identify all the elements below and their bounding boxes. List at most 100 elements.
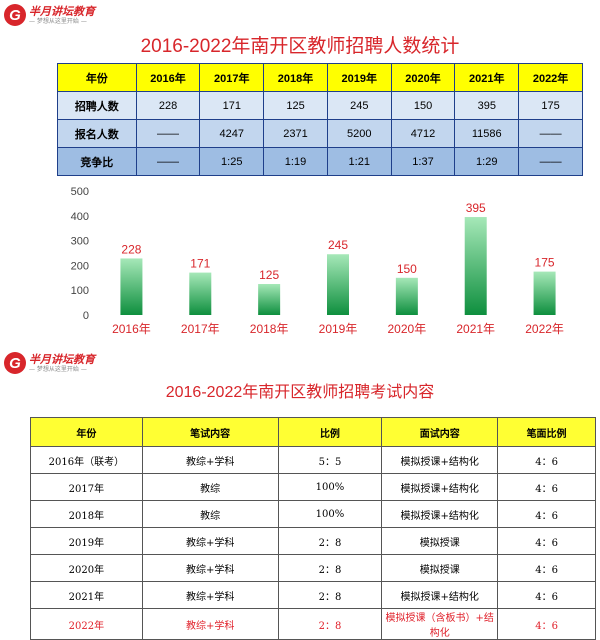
recruitment-stats-table: 年份 2016年 2017年 2018年 2019年 2020年 2021年 2… (57, 63, 583, 176)
table-row: 报名人数 —— 4247 2371 5200 4712 11586 —— (57, 119, 583, 148)
table-cell: 150 (390, 91, 456, 120)
table-cell: 2：8 (277, 554, 383, 582)
brand-logo: G 半月讲坛教育 — 梦想从这里开始 — (4, 352, 95, 374)
bar (464, 217, 487, 315)
table-cell: 教综+学科 (141, 527, 279, 555)
page-title: 2016-2022年南开区教师招聘人数统计 (140, 36, 460, 57)
bar-data-label: 125 (259, 268, 279, 282)
x-tick-label: 2022年 (525, 322, 564, 336)
table-cell: 228 (135, 91, 201, 120)
table-row: 招聘人数 228 171 125 245 150 395 175 (57, 91, 583, 120)
table-cell: 2371 (263, 119, 328, 148)
row-label: 报名人数 (57, 119, 137, 148)
logo-name: 半月讲坛教育 (29, 352, 95, 366)
table-cell: 4712 (390, 119, 456, 148)
bar (395, 277, 418, 315)
table-cell: —— (518, 147, 583, 176)
y-tick-label: 500 (71, 186, 89, 198)
bar-data-label: 175 (535, 256, 555, 270)
header-cell: 2021年 (454, 63, 520, 92)
section-title: 2016-2022年南开区教师招聘考试内容 (165, 384, 435, 401)
header-cell: 2018年 (263, 63, 328, 92)
header-cell: 笔面比例 (497, 417, 596, 447)
table-cell: 100% (277, 473, 383, 501)
table-cell: 模拟授课 (381, 527, 499, 555)
y-tick-label: 300 (71, 236, 89, 248)
table-row: 2018年 教综 100% 模拟授课+结构化 4：6 (30, 500, 596, 528)
table-cell: 175 (518, 91, 583, 120)
table-cell: 模拟授课+结构化 (381, 473, 499, 501)
table-cell: 5200 (326, 119, 392, 148)
table-row: 2021年 教综+学科 2：8 模拟授课+结构化 4：6 (30, 581, 596, 609)
table-header-row: 年份 2016年 2017年 2018年 2019年 2020年 2021年 2… (57, 63, 583, 92)
y-tick-label: 400 (71, 211, 89, 223)
table-cell: 1:25 (199, 147, 265, 176)
bar (258, 284, 281, 315)
y-tick-label: 100 (71, 285, 89, 297)
table-cell: 2：8 (277, 608, 383, 640)
table-cell: 245 (326, 91, 392, 120)
logo-name: 半月讲坛教育 (29, 4, 95, 18)
table-cell: 教综+学科 (141, 581, 279, 609)
header-cell: 年份 (57, 63, 137, 92)
header-cell: 2020年 (390, 63, 456, 92)
table-cell: 2020年 (30, 554, 143, 582)
logo-mark-icon: G (4, 4, 26, 26)
header-cell: 比例 (277, 417, 383, 447)
bar (189, 272, 212, 315)
table-cell: 模拟授课+结构化 (381, 446, 499, 474)
logo-slogan: — 梦想从这里开始 — (29, 17, 87, 25)
table-cell: 11586 (454, 119, 520, 148)
table-cell: 2017年 (30, 473, 143, 501)
table-cell: 1:37 (390, 147, 456, 176)
table-cell: 模拟授课 (381, 554, 499, 582)
x-tick-label: 2019年 (319, 322, 358, 336)
table-cell: 2019年 (30, 527, 143, 555)
y-tick-label: 200 (71, 260, 89, 272)
header-cell: 年份 (30, 417, 143, 447)
table-cell: 4247 (199, 119, 265, 148)
table-cell: 4：6 (497, 581, 596, 609)
table-row: 2019年 教综+学科 2：8 模拟授课 4：6 (30, 527, 596, 555)
table-row: 2020年 教综+学科 2：8 模拟授课 4：6 (30, 554, 596, 582)
table-cell: —— (135, 147, 201, 176)
table-cell: 1:29 (454, 147, 520, 176)
table-cell: 2021年 (30, 581, 143, 609)
table-cell: 1:21 (326, 147, 392, 176)
bar-data-label: 171 (190, 257, 210, 271)
table-row-highlighted: 2022年 教综+学科 2：8 模拟授课（含板书）+结构化 4：6 (30, 608, 596, 640)
bar (533, 271, 556, 315)
table-cell: 2：8 (277, 527, 383, 555)
row-label: 竞争比 (57, 147, 137, 176)
header-cell: 2017年 (199, 63, 265, 92)
table-cell: 2022年 (30, 608, 143, 640)
bar (120, 258, 143, 315)
table-cell: 教综 (141, 473, 279, 501)
table-cell: —— (135, 119, 201, 148)
table-cell: 395 (454, 91, 520, 120)
table-header-row: 年份 笔试内容 比例 面试内容 笔面比例 (30, 417, 596, 447)
table-cell: 4：6 (497, 608, 596, 640)
table-cell: 4：6 (497, 473, 596, 501)
x-tick-label: 2021年 (456, 322, 495, 336)
bar-data-label: 150 (397, 262, 417, 276)
table-cell: 171 (199, 91, 265, 120)
x-tick-label: 2018年 (250, 322, 289, 336)
table-cell: 教综 (141, 500, 279, 528)
row-label: 招聘人数 (57, 91, 137, 120)
table-cell: 5：5 (277, 446, 383, 474)
header-cell: 2019年 (326, 63, 392, 92)
exam-content-table: 年份 笔试内容 比例 面试内容 笔面比例 2016年（联考） 教综+学科 5：5… (30, 417, 596, 640)
logo-mark-icon: G (4, 352, 26, 374)
header-cell: 面试内容 (381, 417, 499, 447)
table-cell: 教综+学科 (141, 446, 279, 474)
table-cell: 教综+学科 (141, 554, 279, 582)
table-cell: 教综+学科 (141, 608, 279, 640)
table-cell: 125 (263, 91, 328, 120)
header-cell: 2016年 (135, 63, 201, 92)
table-row: 2017年 教综 100% 模拟授课+结构化 4：6 (30, 473, 596, 501)
table-cell: 1:19 (263, 147, 328, 176)
table-cell: —— (518, 119, 583, 148)
bar-data-label: 395 (466, 201, 486, 215)
bar-data-label: 245 (328, 238, 348, 252)
